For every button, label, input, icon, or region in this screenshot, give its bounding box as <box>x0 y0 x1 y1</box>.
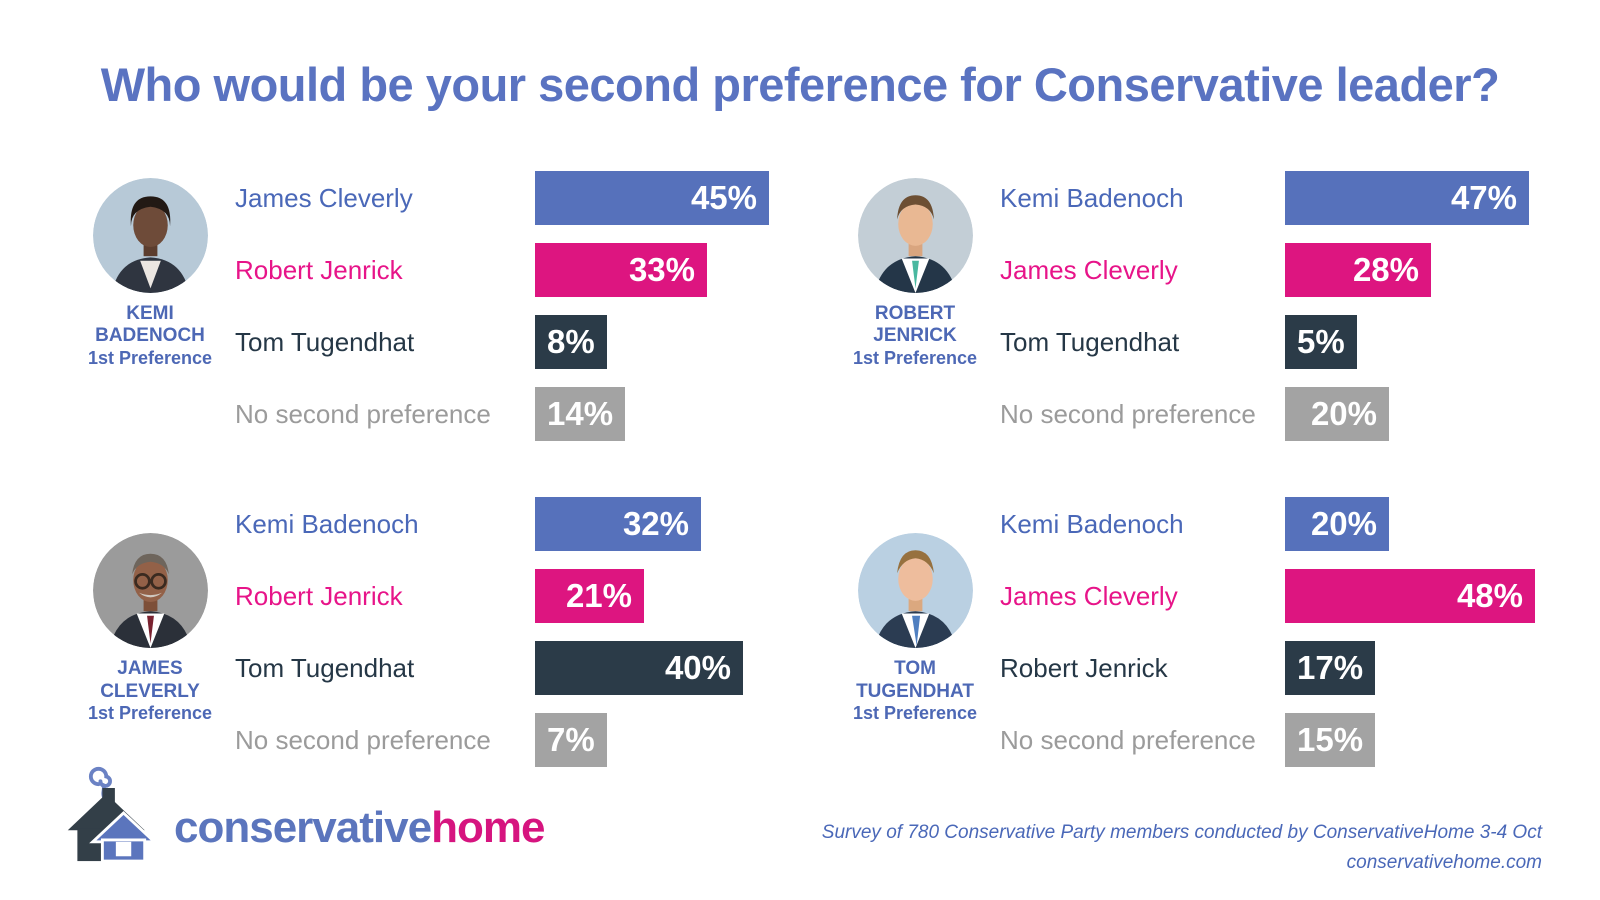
house-with-smoke-icon <box>67 766 158 863</box>
bar-rows: Kemi Badenoch 20% James Cleverly 48% Rob… <box>1000 491 1545 767</box>
conservativehome-logo: conservativehome <box>62 763 545 863</box>
bar-row: Kemi Badenoch 20% <box>1000 497 1545 551</box>
candidate-label: Kemi Badenoch <box>1000 182 1184 213</box>
avatar-block: TOM TUGENDHAT 1st Preference <box>830 491 1000 767</box>
bar: 8% <box>535 315 607 369</box>
bar: 47% <box>1285 171 1529 225</box>
bar-row: Kemi Badenoch 47% <box>1000 171 1545 225</box>
candidate-label: No second preference <box>1000 398 1256 429</box>
kemi-badenoch-avatar-icon <box>92 178 208 293</box>
bar: 20% <box>1285 497 1389 551</box>
bar-row: No second preference 15% <box>1000 713 1545 767</box>
bar: 20% <box>1285 387 1389 441</box>
logo-text-conservative: conservative <box>174 803 432 852</box>
bar: 7% <box>535 713 607 767</box>
robert-jenrick-avatar-icon <box>857 178 973 293</box>
tom-tugendhat-avatar-icon <box>857 533 973 649</box>
panel-tom-tugendhat: TOM TUGENDHAT 1st Preference Kemi Badeno… <box>830 491 1545 767</box>
logo-wordmark: conservativehome <box>174 803 545 853</box>
james-cleverly-avatar-icon <box>92 533 208 649</box>
bar-rows: Kemi Badenoch 47% James Cleverly 28% Tom… <box>1000 165 1545 441</box>
bar: 5% <box>1285 315 1357 369</box>
avatar-block: KEMI BADENOCH 1st Preference <box>65 165 235 441</box>
candidate-label: No second preference <box>235 724 491 755</box>
candidate-label: No second preference <box>1000 724 1256 755</box>
first-preference-caption: 1st Preference <box>87 703 213 724</box>
kemi-badenoch-photo <box>92 178 208 293</box>
avatar-block: ROBERT JENRICK 1st Preference <box>830 165 1000 441</box>
robert-jenrick-photo <box>857 178 973 293</box>
bar-row: No second preference 7% <box>235 713 780 767</box>
bar-row: No second preference 20% <box>1000 387 1545 441</box>
panel-kemi-badenoch: KEMI BADENOCH 1st Preference James Cleve… <box>65 165 780 441</box>
page-title: Who would be your second preference for … <box>100 58 1500 111</box>
bar-row: Tom Tugendhat 40% <box>235 641 780 695</box>
bar-row: James Cleverly 48% <box>1000 569 1545 623</box>
james-cleverly-photo <box>92 533 208 649</box>
candidate-label: James Cleverly <box>235 182 413 213</box>
bar: 33% <box>535 243 707 297</box>
first-preference-name: KEMI BADENOCH <box>95 303 205 347</box>
bar-row: Robert Jenrick 33% <box>235 243 780 297</box>
candidate-label: Robert Jenrick <box>235 580 403 611</box>
candidate-label: James Cleverly <box>1000 254 1178 285</box>
panel-james-cleverly: JAMES CLEVERLY 1st Preference Kemi Baden… <box>65 491 780 767</box>
candidate-label: Tom Tugendhat <box>235 652 415 683</box>
candidate-label: No second preference <box>235 398 491 429</box>
panels-grid: KEMI BADENOCH 1st Preference James Cleve… <box>65 165 1545 767</box>
survey-note-line1: Survey of 780 Conservative Party members… <box>821 822 1542 843</box>
bar-row: Kemi Badenoch 32% <box>235 497 780 551</box>
survey-note-line2: conservativehome.com <box>1346 852 1542 874</box>
bar: 32% <box>535 497 701 551</box>
bar-rows: James Cleverly 45% Robert Jenrick 33% To… <box>235 165 780 441</box>
candidate-label: Robert Jenrick <box>235 254 403 285</box>
candidate-label: Tom Tugendhat <box>235 326 415 357</box>
logo-text-home: home <box>431 803 545 852</box>
bar-row: No second preference 14% <box>235 387 780 441</box>
tom-tugendhat-photo <box>857 533 973 649</box>
candidate-label: Robert Jenrick <box>1000 652 1168 683</box>
bar-row: Robert Jenrick 21% <box>235 569 780 623</box>
bar: 48% <box>1285 569 1535 623</box>
first-preference-caption: 1st Preference <box>87 347 213 368</box>
bar: 28% <box>1285 243 1431 297</box>
first-preference-caption: 1st Preference <box>852 703 978 724</box>
bar: 17% <box>1285 641 1376 695</box>
candidate-label: Tom Tugendhat <box>1000 326 1180 357</box>
first-preference-name: JAMES CLEVERLY <box>100 658 200 702</box>
first-preference-name: ROBERT JENRICK <box>873 303 957 347</box>
bar-row: Tom Tugendhat 8% <box>235 315 780 369</box>
bar: 40% <box>535 641 743 695</box>
candidate-label: Kemi Badenoch <box>235 508 419 539</box>
survey-note: Survey of 780 Conservative Party members… <box>822 818 1542 879</box>
bar-row: Tom Tugendhat 5% <box>1000 315 1545 369</box>
bar-row: James Cleverly 45% <box>235 171 780 225</box>
bar: 21% <box>535 569 644 623</box>
panel-robert-jenrick: ROBERT JENRICK 1st Preference Kemi Baden… <box>830 165 1545 441</box>
candidate-label: James Cleverly <box>1000 580 1178 611</box>
candidate-label: Kemi Badenoch <box>1000 508 1184 539</box>
avatar-block: JAMES CLEVERLY 1st Preference <box>65 491 235 767</box>
first-preference-caption: 1st Preference <box>852 347 978 368</box>
bar: 15% <box>1285 713 1376 767</box>
bar-row: James Cleverly 28% <box>1000 243 1545 297</box>
first-preference-name: TOM TUGENDHAT <box>856 658 974 702</box>
bar-rows: Kemi Badenoch 32% Robert Jenrick 21% Tom… <box>235 491 780 767</box>
bar: 14% <box>535 387 626 441</box>
bar-row: Robert Jenrick 17% <box>1000 641 1545 695</box>
bar: 45% <box>535 171 769 225</box>
